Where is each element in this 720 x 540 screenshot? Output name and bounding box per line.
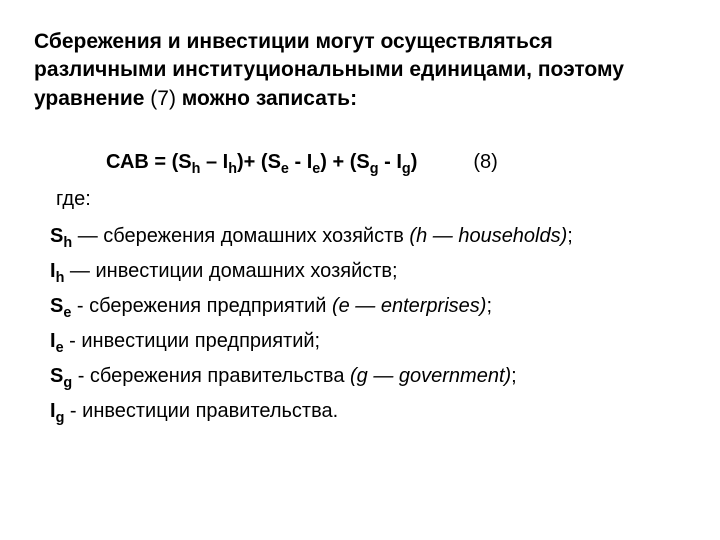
eq-after1: – I — [200, 151, 228, 173]
equation-number: (8) — [473, 151, 497, 173]
def-term: Ih — [50, 260, 64, 282]
where-label: где: — [50, 188, 686, 211]
def-term: Ig — [50, 400, 64, 422]
def-term-sub: g — [63, 375, 72, 391]
heading-part3: можно записать: — [182, 87, 357, 110]
def-term: Sh — [50, 225, 72, 247]
def-term-sub: h — [63, 235, 72, 251]
heading-part2: (7) — [150, 87, 182, 110]
eq-sub3: e — [281, 161, 289, 177]
content-block: САВ = (Sh – Ih)+ (Se - Ie) + (Sg - Ig)(8… — [34, 151, 686, 427]
eq-after2: )+ (S — [237, 151, 281, 173]
equation-line: САВ = (Sh – Ih)+ (Se - Ie) + (Sg - Ig)(8… — [50, 151, 686, 174]
eq-after5: - I — [379, 151, 402, 173]
eq-after4: ) + (S — [320, 151, 369, 173]
definition-line: Sh — сбережения домашних хозяйств (h — h… — [50, 221, 686, 252]
def-term: Sg — [50, 365, 72, 387]
def-separator: - — [72, 365, 90, 387]
def-term-sub: e — [56, 340, 64, 356]
def-text: сбережения предприятий — [89, 295, 332, 317]
definitions-list: Sh — сбережения домашних хозяйств (h — h… — [50, 221, 686, 427]
definition-line: Ie - инвестиции предприятий; — [50, 326, 686, 357]
def-separator: - — [64, 330, 82, 352]
def-tail: ; — [486, 295, 492, 317]
def-separator: - — [64, 400, 82, 422]
def-term: Ie — [50, 330, 64, 352]
eq-sub5: g — [370, 161, 379, 177]
def-separator: — — [72, 225, 103, 247]
eq-sub6: g — [402, 161, 411, 177]
def-text: сбережения домашних хозяйств — [103, 225, 409, 247]
definition-line: Se - сбережения предприятий (e — enterpr… — [50, 291, 686, 322]
def-italic-note: (h — households) — [409, 225, 567, 247]
def-separator: — — [64, 260, 95, 282]
def-text: сбережения правительства — [90, 365, 350, 387]
def-text: инвестиции предприятий; — [81, 330, 320, 352]
eq-lead: САВ = (S — [106, 151, 192, 173]
def-italic-note: (g — government) — [350, 365, 511, 387]
def-italic-note: (e — enterprises) — [332, 295, 487, 317]
eq-sub2: h — [228, 161, 237, 177]
def-tail: ; — [511, 365, 517, 387]
definition-line: Sg - сбережения правительства (g — gover… — [50, 361, 686, 392]
def-term: Se — [50, 295, 71, 317]
eq-after3: - I — [289, 151, 312, 173]
definition-line: Ih — инвестиции домашних хозяйств; — [50, 256, 686, 287]
def-separator: - — [71, 295, 89, 317]
intro-heading: Сбережения и инвестиции могут осуществля… — [34, 28, 686, 113]
def-tail: ; — [567, 225, 573, 247]
definition-line: Ig - инвестиции правительства. — [50, 396, 686, 427]
eq-after6: ) — [411, 151, 418, 173]
def-text: инвестиции домашних хозяйств; — [95, 260, 397, 282]
def-text: инвестиции правительства. — [82, 400, 338, 422]
